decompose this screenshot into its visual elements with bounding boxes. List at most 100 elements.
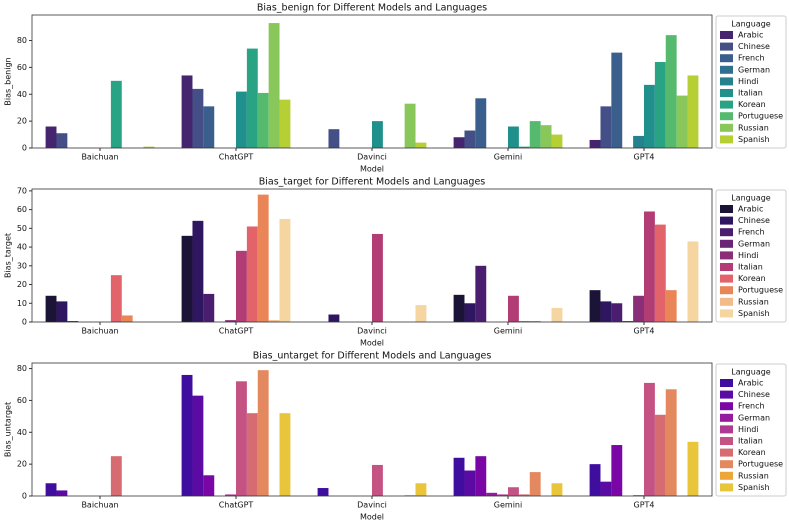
legend-swatch (720, 89, 733, 97)
bar (236, 91, 247, 148)
bar (611, 445, 623, 496)
y-tick-label: 20 (17, 280, 27, 289)
legend-swatch (720, 31, 733, 39)
bar (257, 194, 269, 322)
bar (56, 301, 68, 322)
bar (508, 487, 519, 496)
legend-label: German (738, 413, 770, 422)
x-tick-label: ChatGPT (219, 501, 254, 510)
y-tick-label: 40 (17, 90, 27, 99)
bar (475, 265, 487, 322)
bar (589, 290, 601, 322)
bar (372, 233, 383, 322)
legend-swatch (720, 100, 733, 109)
legend-swatch (720, 42, 733, 51)
legend-label: Arabic (738, 31, 763, 40)
legend-swatch (720, 54, 733, 63)
y-tick-label: 20 (17, 460, 27, 469)
legend-label: Italian (738, 89, 763, 98)
bar (589, 139, 601, 148)
bar (121, 315, 133, 322)
bar (56, 133, 68, 148)
bar (67, 321, 79, 322)
bar (45, 483, 57, 496)
bar (529, 321, 541, 322)
y-tick-label: 0 (22, 318, 27, 327)
legend-title: Language (731, 368, 771, 377)
legend-box (715, 363, 787, 497)
bar (268, 320, 280, 322)
bar (225, 494, 236, 496)
bar (453, 457, 465, 496)
bar (464, 470, 476, 496)
x-tick-label: GPT4 (634, 327, 655, 336)
bar (236, 381, 247, 496)
x-tick-label: Gemini (494, 327, 522, 336)
bar (475, 456, 487, 496)
bar (600, 301, 612, 322)
legend-swatch (720, 205, 733, 213)
bar (633, 135, 644, 148)
y-tick-label: 80 (17, 364, 27, 373)
bar (181, 374, 193, 496)
bar (203, 475, 215, 496)
bar (225, 320, 236, 322)
bar (56, 490, 68, 496)
legend-swatch (720, 251, 733, 260)
bar (644, 382, 655, 496)
legend-swatch (720, 413, 733, 422)
bar (110, 456, 122, 496)
legend-label: Portuguese (738, 460, 783, 469)
bar (279, 413, 291, 496)
bar (203, 293, 215, 322)
legend-box (715, 189, 787, 323)
bar (633, 295, 644, 322)
bar (415, 483, 427, 496)
legend-label: Spanish (738, 309, 770, 318)
x-tick-label: Baichuan (81, 327, 118, 336)
x-tick-label: Baichuan (81, 153, 118, 162)
bar (600, 481, 612, 496)
bar (540, 125, 552, 148)
legend-label: Italian (738, 263, 763, 272)
bar (372, 464, 383, 496)
legend-swatch (720, 471, 733, 480)
bar (192, 220, 204, 322)
legend-label: Chinese (738, 390, 770, 399)
bar (518, 494, 530, 496)
legend-swatch (720, 135, 733, 144)
bar (475, 98, 487, 148)
bar (518, 321, 530, 322)
legend-swatch (720, 297, 733, 306)
y-tick-label: 40 (17, 243, 27, 252)
bar (622, 321, 634, 322)
legend-label: Arabic (738, 205, 763, 214)
legend-swatch (720, 65, 733, 74)
bar (415, 142, 427, 148)
legend-label: Russian (738, 297, 769, 306)
bar (551, 134, 563, 148)
legend-label: German (738, 65, 770, 74)
legend-swatch (720, 77, 733, 86)
y-tick-label: 60 (17, 396, 27, 405)
bar (486, 492, 498, 496)
x-tick-label: Gemini (494, 153, 522, 162)
bar (246, 226, 258, 322)
bar (415, 305, 427, 322)
legend-label: Portuguese (738, 112, 783, 121)
legend-label: Russian (738, 123, 769, 132)
bar (464, 130, 476, 148)
legend-label: Chinese (738, 42, 770, 51)
legend-label: Korean (738, 448, 766, 457)
legend-label: Hindi (738, 425, 759, 434)
bar (529, 121, 541, 148)
bar (453, 137, 465, 148)
bar (404, 103, 416, 148)
legend-swatch (720, 460, 733, 469)
legend-label: French (738, 54, 765, 63)
bar (589, 464, 601, 496)
legend-label: Korean (738, 100, 766, 109)
legend-swatch (720, 274, 733, 283)
legend-label: German (738, 239, 770, 248)
legend-swatch (720, 112, 733, 121)
